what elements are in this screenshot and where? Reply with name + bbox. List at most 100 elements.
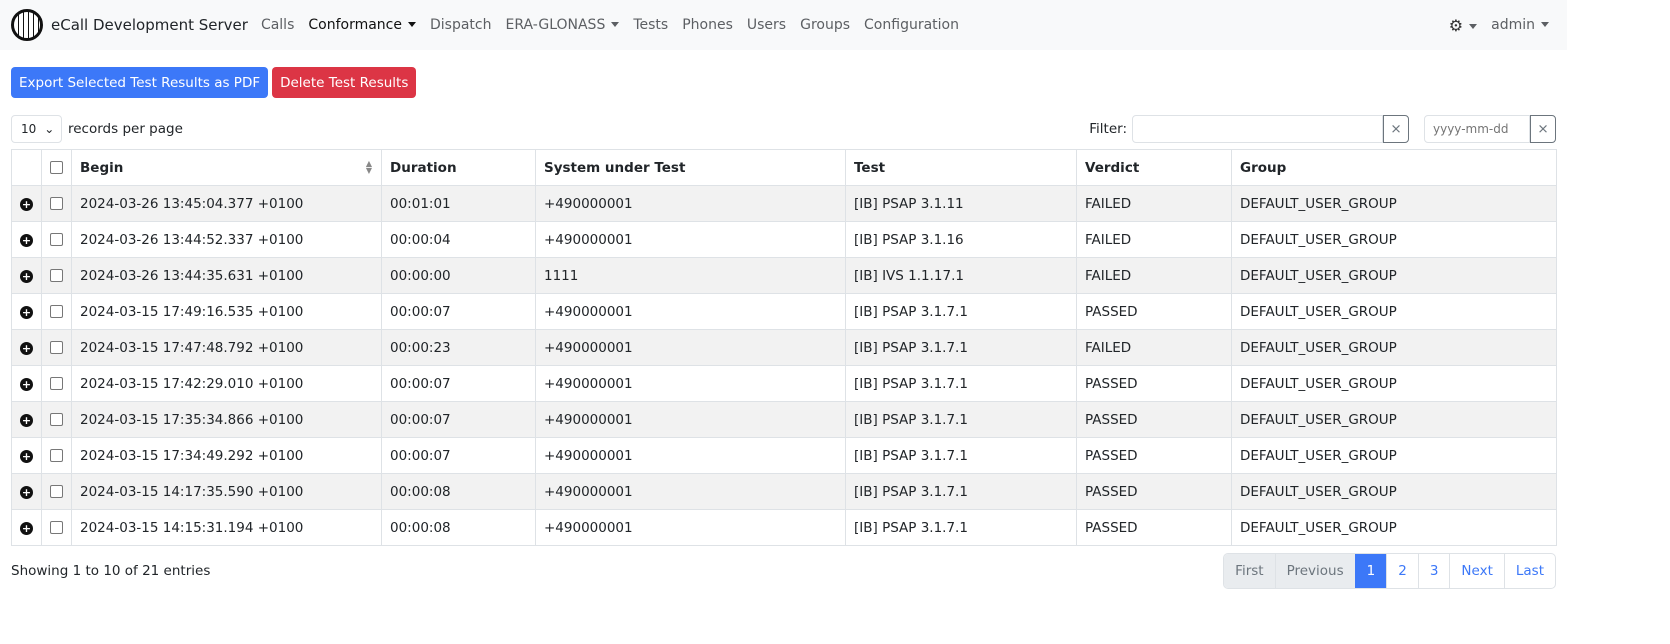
filter-label: Filter: (1089, 121, 1127, 137)
table-row: +2024-03-26 13:44:35.631 +0100 00:00:00 11… (11, 257, 1557, 294)
cell-system: +490000001 (535, 185, 846, 222)
column-header-test[interactable]: Test (845, 149, 1077, 186)
nav-item-dispatch[interactable]: Dispatch (430, 17, 492, 33)
column-header-group[interactable]: Group (1231, 149, 1557, 186)
cell-group: DEFAULT_USER_GROUP (1231, 401, 1557, 438)
cell-group: DEFAULT_USER_GROUP (1231, 365, 1557, 402)
cell-group: DEFAULT_USER_GROUP (1231, 293, 1557, 330)
cell-begin: 2024-03-15 17:47:48.792 +0100 (71, 329, 382, 366)
clear-filter-button[interactable]: × (1383, 115, 1409, 143)
cell-system: +490000001 (535, 365, 846, 402)
cell-duration: 00:00:07 (381, 437, 536, 474)
row-checkbox[interactable] (50, 485, 63, 498)
cell-verdict: FAILED (1076, 329, 1232, 366)
cell-duration: 00:00:07 (381, 293, 536, 330)
brand[interactable]: eCall Development Server (51, 16, 248, 34)
cell-system: +490000001 (535, 293, 846, 330)
row-checkbox[interactable] (50, 233, 63, 246)
cell-begin: 2024-03-15 17:34:49.292 +0100 (71, 437, 382, 474)
table-row: +2024-03-15 14:17:35.590 +0100 00:00:08 +4… (11, 473, 1557, 510)
page-1-button[interactable]: 1 (1354, 554, 1387, 588)
cell-duration: 00:00:07 (381, 401, 536, 438)
expand-row-icon[interactable]: + (20, 449, 33, 463)
expand-row-icon[interactable]: + (20, 341, 33, 355)
nav-item-conformance[interactable]: Conformance (301, 17, 423, 33)
row-checkbox[interactable] (50, 305, 63, 318)
user-menu[interactable]: admin (1484, 17, 1556, 33)
table-row: +2024-03-15 17:49:16.535 +0100 00:00:07 +4… (11, 293, 1557, 330)
filter-input[interactable] (1132, 115, 1383, 143)
page-size-value: 10 (21, 122, 37, 136)
cell-verdict: FAILED (1076, 257, 1232, 294)
cell-system: +490000001 (535, 473, 846, 510)
page-last-button[interactable]: Last (1503, 554, 1555, 588)
expand-row-icon[interactable]: + (20, 485, 33, 499)
export-pdf-button[interactable]: Export Selected Test Results as PDF (11, 67, 269, 98)
cell-test: [IB] PSAP 3.1.7.1 (845, 473, 1077, 510)
nav-item-users[interactable]: Users (746, 17, 787, 33)
row-checkbox[interactable] (50, 413, 63, 426)
page-first-button[interactable]: First (1224, 554, 1275, 588)
nav-item-era-glonass[interactable]: ERA-GLONASS (499, 17, 627, 33)
column-header-verdict[interactable]: Verdict (1076, 149, 1232, 186)
row-checkbox[interactable] (50, 377, 63, 390)
delete-results-button[interactable]: Delete Test Results (272, 67, 417, 98)
cell-duration: 00:00:08 (381, 473, 536, 510)
page-2-button[interactable]: 2 (1386, 554, 1418, 588)
row-checkbox[interactable] (50, 341, 63, 354)
expand-row-icon[interactable]: + (20, 521, 33, 535)
page-previous-button[interactable]: Previous (1274, 554, 1355, 588)
column-header-duration[interactable]: Duration (381, 149, 536, 186)
clear-date-button[interactable]: × (1530, 115, 1556, 143)
cell-group: DEFAULT_USER_GROUP (1231, 257, 1557, 294)
cell-test: [IB] PSAP 3.1.7.1 (845, 509, 1077, 546)
row-checkbox[interactable] (50, 269, 63, 282)
results-table: Begin ▲ ▼ Duration System under Test Test … (11, 149, 1557, 546)
cell-duration: 00:00:23 (381, 329, 536, 366)
cell-verdict: PASSED (1076, 365, 1232, 402)
expand-row-icon[interactable]: + (20, 305, 33, 319)
row-checkbox[interactable] (50, 449, 63, 462)
row-checkbox[interactable] (50, 521, 63, 534)
nav-item-tests[interactable]: Tests (633, 17, 669, 33)
cell-begin: 2024-03-15 17:35:34.866 +0100 (71, 401, 382, 438)
cell-begin: 2024-03-15 14:17:35.590 +0100 (71, 473, 382, 510)
nav-item-calls[interactable]: Calls (260, 17, 295, 33)
column-header-begin[interactable]: Begin ▲ ▼ (71, 149, 382, 186)
expand-row-icon[interactable]: + (20, 413, 33, 427)
nav-item-groups[interactable]: Groups (800, 17, 851, 33)
cell-verdict: PASSED (1076, 401, 1232, 438)
expand-row-icon[interactable]: + (20, 269, 33, 283)
logo-globe-icon[interactable] (11, 9, 43, 41)
cell-test: [IB] PSAP 3.1.7.1 (845, 329, 1077, 366)
page-next-button[interactable]: Next (1449, 554, 1503, 588)
column-header-system[interactable]: System under Test (535, 149, 846, 186)
cell-verdict: PASSED (1076, 293, 1232, 330)
row-checkbox[interactable] (50, 197, 63, 210)
cell-duration: 00:00:07 (381, 365, 536, 402)
navbar: eCall Development Server Calls Conformanc… (0, 0, 1567, 50)
records-label: records per page (68, 121, 183, 137)
theme-toggle[interactable]: ⚙ (1442, 16, 1484, 35)
sort-icon: ▲ ▼ (365, 159, 372, 175)
cell-system: 1111 (535, 257, 846, 294)
page-3-button[interactable]: 3 (1417, 554, 1450, 588)
nav-item-configuration[interactable]: Configuration (864, 17, 959, 33)
select-all-checkbox[interactable] (50, 161, 63, 174)
cell-begin: 2024-03-26 13:44:52.337 +0100 (71, 221, 382, 258)
cell-test: [IB] PSAP 3.1.7.1 (845, 293, 1077, 330)
expand-row-icon[interactable]: + (20, 377, 33, 391)
cell-group: DEFAULT_USER_GROUP (1231, 509, 1557, 546)
expand-row-icon[interactable]: + (20, 233, 33, 247)
cell-verdict: PASSED (1076, 437, 1232, 474)
cell-begin: 2024-03-26 13:44:35.631 +0100 (71, 257, 382, 294)
cell-test: [IB] PSAP 3.1.7.1 (845, 437, 1077, 474)
page-size-select[interactable]: 10 ⌄ (11, 115, 62, 143)
cell-verdict: FAILED (1076, 221, 1232, 258)
expand-row-icon[interactable]: + (20, 197, 33, 211)
table-row: +2024-03-26 13:45:04.377 +0100 00:01:01 +4… (11, 185, 1557, 222)
cell-verdict: PASSED (1076, 509, 1232, 546)
nav-item-phones[interactable]: Phones (682, 17, 733, 33)
date-input[interactable] (1424, 115, 1530, 143)
cell-test: [IB] PSAP 3.1.7.1 (845, 365, 1077, 402)
